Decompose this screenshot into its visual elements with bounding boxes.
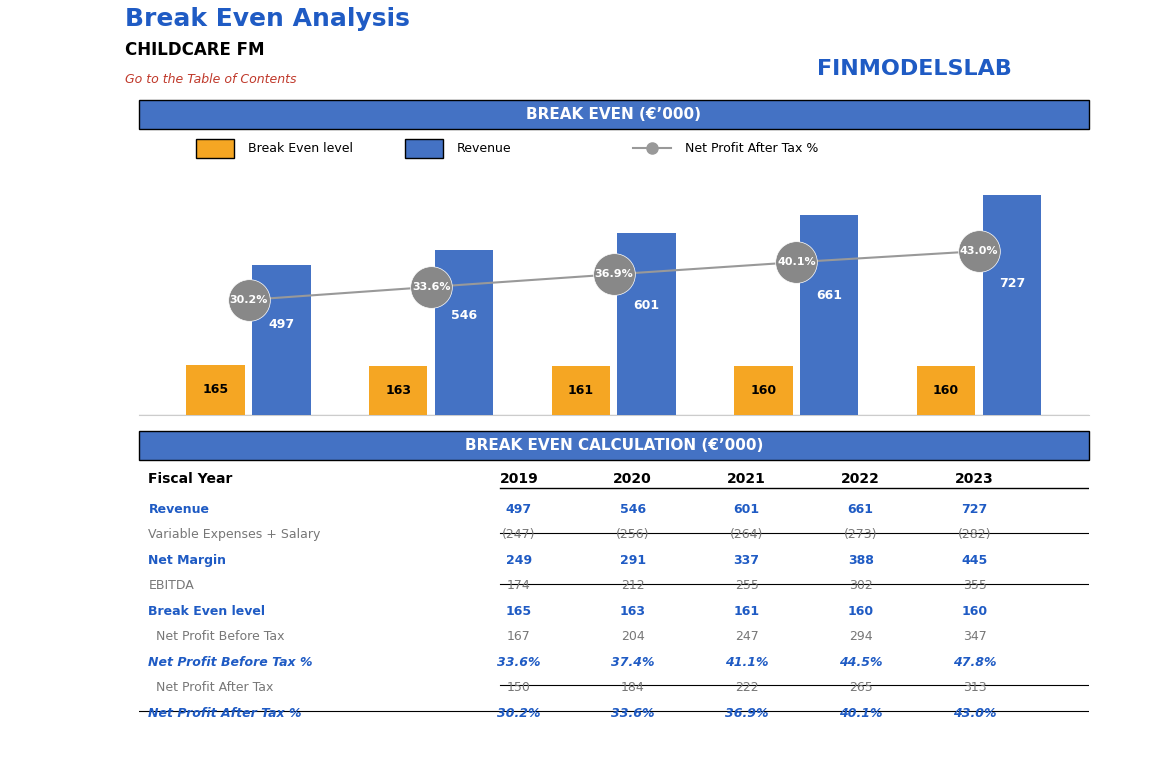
Text: 355: 355: [962, 579, 987, 592]
Text: 347: 347: [962, 630, 987, 643]
Bar: [983, 196, 1041, 415]
Text: 47.8%: 47.8%: [953, 656, 996, 669]
Text: Net Profit After Tax: Net Profit After Tax: [148, 681, 273, 694]
Text: 497: 497: [269, 318, 294, 331]
Text: 40.1%: 40.1%: [777, 257, 815, 267]
Text: 184: 184: [621, 681, 645, 694]
Text: 160: 160: [848, 605, 873, 618]
FancyBboxPatch shape: [196, 139, 234, 158]
Bar: [734, 367, 793, 415]
Text: 255: 255: [734, 579, 758, 592]
Text: 2023: 2023: [955, 472, 994, 486]
Text: 167: 167: [507, 630, 530, 643]
Text: 497: 497: [506, 503, 532, 516]
Text: 601: 601: [633, 300, 660, 313]
Text: 33.6%: 33.6%: [611, 707, 654, 720]
Text: 291: 291: [620, 554, 646, 567]
Text: 2020: 2020: [614, 472, 652, 486]
Bar: [186, 365, 244, 415]
Bar: [369, 365, 427, 415]
Bar: [252, 265, 310, 415]
Text: 445: 445: [961, 554, 988, 567]
Text: 294: 294: [849, 630, 872, 643]
Text: 337: 337: [734, 554, 760, 567]
Text: CHILDCARE FM: CHILDCARE FM: [125, 41, 264, 59]
Text: 33.6%: 33.6%: [497, 656, 541, 669]
Text: EBITDA: EBITDA: [148, 579, 195, 592]
Text: 2022: 2022: [841, 472, 880, 486]
Text: 174: 174: [507, 579, 530, 592]
Text: 37.4%: 37.4%: [611, 656, 654, 669]
Text: 165: 165: [506, 605, 532, 618]
Text: Net Profit Before Tax: Net Profit Before Tax: [148, 630, 285, 643]
Text: 546: 546: [620, 503, 646, 516]
Text: 36.9%: 36.9%: [725, 707, 769, 720]
Text: Break Even level: Break Even level: [248, 142, 353, 155]
Text: 40.1%: 40.1%: [838, 707, 882, 720]
Text: 204: 204: [621, 630, 645, 643]
Text: Fiscal Year: Fiscal Year: [148, 472, 233, 486]
Text: 163: 163: [386, 384, 411, 396]
Text: Revenue: Revenue: [457, 142, 512, 155]
Bar: [551, 366, 610, 415]
Text: 44.5%: 44.5%: [838, 656, 882, 669]
Bar: [434, 250, 493, 415]
Text: 41.1%: 41.1%: [725, 656, 769, 669]
Text: 2019: 2019: [499, 472, 538, 486]
Text: 160: 160: [961, 605, 988, 618]
Text: 160: 160: [933, 384, 959, 397]
Text: 30.2%: 30.2%: [497, 707, 541, 720]
Text: 727: 727: [998, 277, 1025, 290]
Text: 661: 661: [848, 503, 873, 516]
Text: 161: 161: [567, 384, 594, 397]
Text: 43.0%: 43.0%: [960, 246, 998, 256]
Text: Break Even level: Break Even level: [148, 605, 265, 618]
Text: 160: 160: [750, 384, 777, 397]
Text: (256): (256): [616, 528, 650, 541]
FancyBboxPatch shape: [139, 100, 1089, 129]
Text: Go to the Table of Contents: Go to the Table of Contents: [125, 73, 296, 86]
Text: 302: 302: [849, 579, 872, 592]
Text: 165: 165: [203, 384, 229, 396]
Text: 247: 247: [735, 630, 758, 643]
Text: FINMODELSLAB: FINMODELSLAB: [818, 59, 1012, 79]
Text: 2021: 2021: [727, 472, 767, 486]
Text: 161: 161: [734, 605, 760, 618]
Text: (273): (273): [844, 528, 878, 541]
Text: (282): (282): [958, 528, 991, 541]
Text: Net Profit Before Tax %: Net Profit Before Tax %: [148, 656, 313, 669]
Bar: [800, 215, 858, 415]
Text: 163: 163: [620, 605, 646, 618]
Text: Net Profit After Tax %: Net Profit After Tax %: [148, 707, 302, 720]
Text: Break Even Analysis: Break Even Analysis: [125, 8, 410, 31]
Text: 249: 249: [506, 554, 532, 567]
Text: 33.6%: 33.6%: [412, 282, 450, 292]
Text: 727: 727: [961, 503, 988, 516]
Text: BREAK EVEN (€’000): BREAK EVEN (€’000): [526, 107, 702, 123]
Bar: [917, 367, 975, 415]
FancyBboxPatch shape: [139, 431, 1089, 460]
Text: Net Profit After Tax %: Net Profit After Tax %: [686, 142, 819, 155]
Text: 150: 150: [507, 681, 530, 694]
Text: 222: 222: [735, 681, 758, 694]
Text: 30.2%: 30.2%: [229, 295, 267, 305]
Text: 661: 661: [816, 288, 842, 301]
Text: BREAK EVEN CALCULATION (€’000): BREAK EVEN CALCULATION (€’000): [464, 438, 763, 454]
Text: 546: 546: [450, 310, 477, 323]
Text: 43.0%: 43.0%: [953, 707, 996, 720]
Text: 313: 313: [962, 681, 987, 694]
Text: 601: 601: [734, 503, 760, 516]
Text: (247): (247): [503, 528, 535, 541]
Text: 265: 265: [849, 681, 872, 694]
Text: 388: 388: [848, 554, 873, 567]
Text: (264): (264): [730, 528, 763, 541]
Bar: [617, 234, 676, 415]
Text: Net Margin: Net Margin: [148, 554, 227, 567]
Text: Variable Expenses + Salary: Variable Expenses + Salary: [148, 528, 321, 541]
Text: 36.9%: 36.9%: [594, 269, 633, 279]
Text: Revenue: Revenue: [148, 503, 210, 516]
Text: 212: 212: [621, 579, 645, 592]
FancyBboxPatch shape: [405, 139, 442, 158]
